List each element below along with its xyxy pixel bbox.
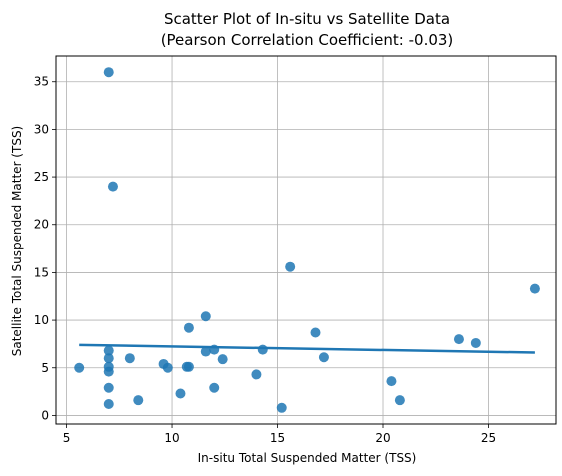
scatter-point bbox=[107, 181, 118, 192]
y-axis-label: Satellite Total Suspended Matter (TSS) bbox=[10, 126, 24, 357]
scatter-point bbox=[394, 395, 405, 406]
scatter-point bbox=[103, 366, 114, 377]
scatter-point bbox=[251, 369, 262, 380]
grid-lines bbox=[56, 56, 556, 424]
scatter-point bbox=[276, 402, 287, 413]
scatter-point bbox=[103, 345, 114, 356]
scatter-point bbox=[124, 353, 135, 364]
scatter-point bbox=[217, 354, 228, 365]
x-tick-label: 15 bbox=[270, 431, 285, 445]
y-tick-label: 10 bbox=[34, 313, 49, 327]
y-tick-label: 20 bbox=[34, 218, 49, 232]
y-tick-label: 35 bbox=[34, 75, 49, 89]
chart-title: Scatter Plot of In-situ vs Satellite Dat… bbox=[164, 10, 450, 28]
x-tick-label: 10 bbox=[164, 431, 179, 445]
y-tick-label: 30 bbox=[34, 122, 49, 136]
scatter-point bbox=[103, 353, 114, 364]
x-tick-label: 20 bbox=[375, 431, 390, 445]
scatter-point bbox=[103, 398, 114, 409]
y-tick-label: 0 bbox=[41, 408, 49, 422]
scatter-point bbox=[103, 382, 114, 393]
scatter-point bbox=[209, 344, 220, 355]
y-tick-label: 15 bbox=[34, 265, 49, 279]
scatter-point bbox=[310, 327, 321, 338]
scatter-point bbox=[318, 352, 329, 363]
scatter-point bbox=[209, 382, 220, 393]
scatter-point bbox=[74, 362, 85, 373]
data-points bbox=[74, 67, 540, 413]
scatter-point bbox=[103, 67, 114, 78]
scatter-point bbox=[386, 376, 397, 387]
x-axis-label: In-situ Total Suspended Matter (TSS) bbox=[198, 451, 417, 465]
x-tick-label: 5 bbox=[63, 431, 71, 445]
scatter-point bbox=[529, 283, 540, 294]
y-tick-label: 5 bbox=[41, 361, 49, 375]
x-tick-label: 25 bbox=[481, 431, 496, 445]
scatter-point bbox=[285, 261, 296, 272]
scatter-point bbox=[162, 362, 173, 373]
scatter-point bbox=[133, 395, 144, 406]
scatter-point bbox=[200, 346, 211, 357]
scatter-point bbox=[470, 337, 481, 348]
scatter-point bbox=[183, 361, 194, 372]
plot-frame bbox=[55, 55, 557, 425]
scatter-point bbox=[183, 322, 194, 333]
scatter-point bbox=[175, 388, 186, 399]
regression-line-layer bbox=[79, 343, 535, 354]
y-tick-label: 25 bbox=[34, 170, 49, 184]
scatter-point bbox=[257, 344, 268, 355]
chart-subtitle: (Pearson Correlation Coefficient: -0.03) bbox=[161, 31, 454, 49]
regression-line bbox=[79, 343, 535, 354]
scatter-point bbox=[200, 311, 211, 322]
scatter-point bbox=[453, 334, 464, 345]
